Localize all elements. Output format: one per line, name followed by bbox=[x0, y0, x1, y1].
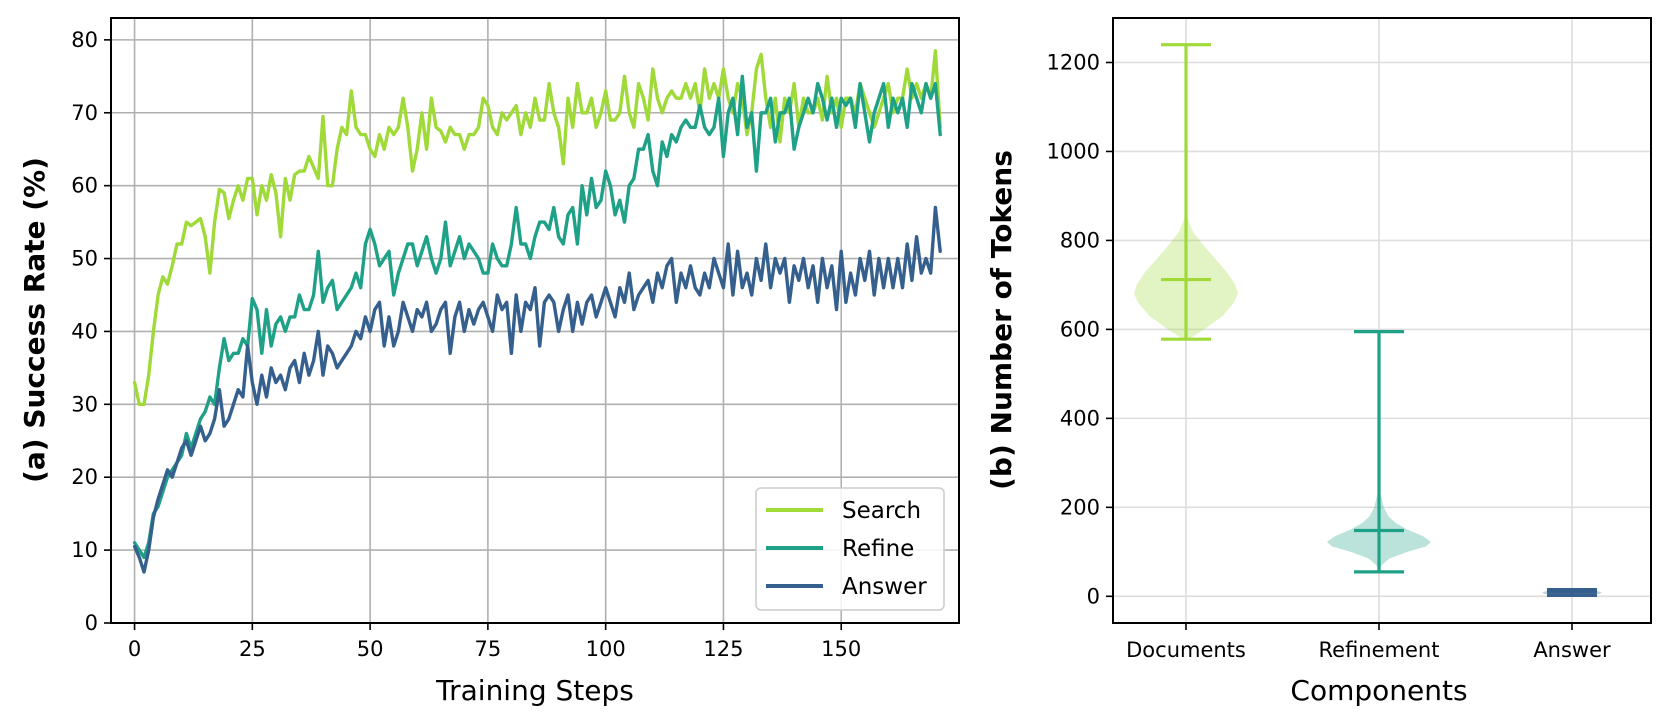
series-line-refine bbox=[132, 74, 942, 560]
y-tick-label: 70 bbox=[71, 101, 98, 125]
plot-frame bbox=[110, 17, 960, 624]
y-tick-label: 0 bbox=[1087, 584, 1100, 608]
line-series bbox=[132, 49, 942, 574]
y-tick-label: 200 bbox=[1060, 495, 1100, 519]
legend-box bbox=[755, 487, 945, 611]
series-line-answer bbox=[132, 205, 942, 574]
violin-documents bbox=[1134, 43, 1238, 341]
y-tick-label: 1000 bbox=[1047, 139, 1100, 163]
y-axis-ticks: 0 10 20 30 40 50 60 70 80 bbox=[71, 28, 111, 635]
y-tick-label: 30 bbox=[71, 392, 98, 416]
x-tick-label: Answer bbox=[1533, 638, 1611, 662]
legend-label-search: Search bbox=[842, 498, 921, 524]
y-tick-label: 40 bbox=[71, 319, 98, 343]
x-tick-label: 100 bbox=[586, 637, 626, 661]
y-tick-label: 0 bbox=[85, 611, 98, 635]
legend: Search Refine Answer bbox=[755, 487, 945, 611]
violin-refinement bbox=[1327, 330, 1431, 574]
y-tick-label: 600 bbox=[1060, 317, 1100, 341]
y-axis-label: (b) Number of Tokens bbox=[985, 150, 1018, 490]
x-tick-label: 150 bbox=[821, 637, 861, 661]
x-axis-label: Training Steps bbox=[435, 674, 634, 707]
x-tick-label: 75 bbox=[475, 637, 502, 661]
y-axis-ticks: 0 200 400 600 800 1000 1200 bbox=[1047, 50, 1113, 608]
x-axis-ticks: Documents Refinement Answer bbox=[1126, 623, 1611, 662]
x-tick-label: 50 bbox=[357, 637, 384, 661]
y-tick-label: 400 bbox=[1060, 406, 1100, 430]
y-tick-label: 800 bbox=[1060, 228, 1100, 252]
y-axis-label: (a) Success Rate (%) bbox=[18, 157, 51, 483]
y-tick-label: 60 bbox=[71, 174, 98, 198]
success-rate-chart: 0 25 50 75 100 125 150 0 10 20 30 40 50 60 70 80 Train… bbox=[18, 17, 960, 707]
x-tick-label: 125 bbox=[703, 637, 743, 661]
violins bbox=[1134, 43, 1602, 598]
legend-label-answer: Answer bbox=[842, 574, 927, 600]
x-tick-label: Refinement bbox=[1319, 638, 1440, 662]
y-tick-label: 1200 bbox=[1047, 50, 1100, 74]
legend-label-refine: Refine bbox=[842, 536, 914, 562]
x-axis-ticks: 0 25 50 75 100 125 150 bbox=[128, 623, 861, 661]
token-count-chart: Documents Refinement Answer 0 200 400 600 800 1… bbox=[985, 17, 1652, 707]
y-tick-label: 80 bbox=[71, 28, 98, 52]
grid bbox=[111, 18, 959, 624]
x-tick-label: 25 bbox=[239, 637, 266, 661]
plot-frame bbox=[1112, 17, 1652, 624]
violin-answer bbox=[1542, 588, 1602, 598]
x-tick-label: 0 bbox=[128, 637, 141, 661]
y-tick-label: 10 bbox=[71, 538, 98, 562]
y-tick-label: 50 bbox=[71, 247, 98, 271]
y-tick-label: 20 bbox=[71, 465, 98, 489]
x-axis-label: Components bbox=[1290, 674, 1467, 707]
x-tick-label: Documents bbox=[1126, 638, 1246, 662]
